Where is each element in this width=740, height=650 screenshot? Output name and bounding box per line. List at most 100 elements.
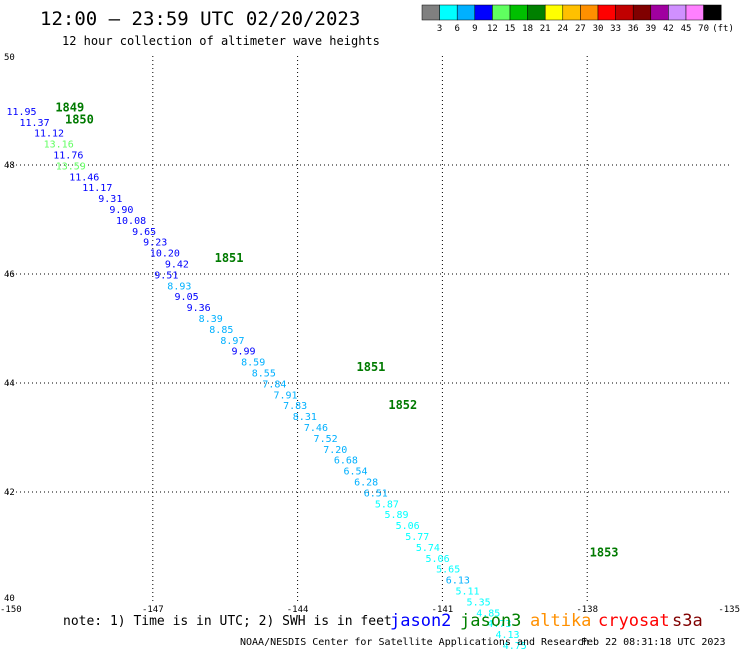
swh-data-point: 6.54 (343, 467, 367, 478)
x-tick-label: -138 (576, 605, 598, 615)
swh-data-point: 4.13 (496, 630, 520, 641)
swh-data-point: 8.39 (199, 314, 223, 325)
swh-data-point: 9.65 (132, 227, 156, 238)
swh-data-point: 9.51 (154, 270, 178, 281)
swh-data-point: 10.20 (150, 249, 180, 260)
y-tick-label: 46 (4, 270, 15, 280)
colorbar-swatch (615, 4, 634, 21)
colorbar-legend: 3 6 9 12 15 18 21 24 27 30 33 36 39 42 45 70 (ft) (421, 4, 734, 34)
swh-data-point: 9.99 (231, 347, 255, 358)
swh-data-point: 5.87 (375, 499, 399, 510)
satellite-legend: jason2 jason3 altika cryosat s3a (390, 611, 703, 631)
swh-data-point: 6.28 (354, 477, 378, 488)
swh-data-point: 4.85 (476, 608, 500, 619)
satellite-legend-cryosat: cryosat (598, 611, 670, 631)
colorbar-swatch (439, 4, 458, 21)
colorbar-swatch (527, 4, 546, 21)
swh-data-point: 9.36 (187, 303, 211, 314)
swh-data-point: 11.95 (6, 107, 36, 118)
colorbar-swatch (474, 4, 493, 21)
colorbar-tick-label: 18 (522, 24, 533, 34)
colorbar-tick-label: 9 (472, 24, 477, 34)
swh-data-point: 7.84 (262, 379, 286, 390)
swh-data-point: 8.93 (167, 281, 191, 292)
swh-data-point: 11.37 (19, 118, 49, 129)
swh-data-point: 6.68 (334, 456, 358, 467)
swh-data-point: 8.31 (293, 412, 317, 423)
colorbar-tick-label: 12 (487, 24, 498, 34)
colorbar-tick-label: 24 (557, 24, 568, 34)
x-tick-label: -150 (0, 605, 22, 615)
colorbar-swatch (562, 4, 581, 21)
swh-data-point: 4.73 (487, 619, 511, 630)
colorbar-tick-label: 21 (540, 24, 551, 34)
swh-data-point: 6.13 (446, 576, 470, 587)
swh-data-point: 7.46 (304, 423, 328, 434)
colorbar-tick-label: 30 (593, 24, 604, 34)
colorbar-unit: (ft) (712, 24, 734, 34)
colorbar-swatch (668, 4, 687, 21)
swh-data-point: 13.16 (44, 140, 74, 151)
x-tick-label: -147 (142, 605, 164, 615)
swh-data-point: 6.51 (364, 488, 388, 499)
swh-data-point: 8.55 (252, 368, 276, 379)
chart-subtitle: 12 hour collection of altimeter wave hei… (62, 34, 380, 48)
y-tick-label: 40 (4, 594, 15, 604)
swh-data-point: 7.91 (273, 390, 297, 401)
y-tick-label: 48 (4, 161, 15, 171)
colorbar-swatch (544, 4, 564, 21)
swh-data-point: 8.85 (209, 325, 233, 336)
swh-data-point: 9.31 (98, 194, 122, 205)
swh-data-point: 8.97 (220, 336, 244, 347)
swh-data-point: 7.20 (323, 445, 347, 456)
satellite-legend-altika: altika (530, 611, 591, 631)
x-tick-label: -144 (287, 605, 309, 615)
colorbar-swatch (421, 4, 440, 21)
satellite-legend-jason3: jason3 (460, 611, 521, 631)
swh-data-point: 5.65 (436, 565, 460, 576)
colorbar-swatch (685, 4, 704, 21)
colorbar-tick-label: 45 (681, 24, 692, 34)
pass-number-label: 1851 (357, 360, 386, 374)
colorbar-swatch (509, 4, 528, 21)
swh-data-point: 13.59 (56, 161, 86, 172)
colorbar-tick-label: 39 (645, 24, 656, 34)
colorbar-tick-label: 42 (663, 24, 674, 34)
swh-data-point: 5.06 (426, 554, 450, 565)
colorbar-swatch (632, 4, 652, 21)
satellite-legend-s3a: s3a (672, 611, 703, 631)
footer-credit: NOAA/NESDIS Center for Satellite Applica… (240, 637, 589, 648)
swh-data-point: 5.35 (467, 597, 491, 608)
swh-data-point: 5.77 (405, 532, 429, 543)
swh-data-point: 4.75 (503, 641, 527, 650)
swh-data-point: 9.42 (165, 259, 189, 270)
pass-number-label: 1850 (65, 113, 94, 127)
colorbar-tick-label: 6 (454, 24, 459, 34)
swh-data-point: 7.52 (314, 434, 338, 445)
footer-note: note: 1) Time is in UTC; 2) SWH is in fe… (63, 614, 392, 629)
swh-data-point: 5.06 (396, 521, 420, 532)
y-tick-label: 50 (4, 53, 15, 63)
swh-data-point: 8.59 (241, 358, 265, 369)
colorbar-swatch (597, 4, 616, 21)
pass-number-label: 1849 (55, 101, 84, 115)
plot-area: -150 -147 -144 -141 -138 -135 40 42 44 46 48 50 11.9… (0, 53, 740, 650)
chart-title: 12:00 – 23:59 UTC 02/20/2023 (40, 8, 360, 30)
pass-number-label: 1851 (215, 251, 244, 265)
swh-data-point: 5.74 (416, 543, 440, 554)
colorbar-swatch (456, 4, 476, 21)
colorbar-tick-label: 70 (698, 24, 709, 34)
colorbar-tick-label: 27 (575, 24, 586, 34)
swh-data-point: 7.83 (283, 401, 307, 412)
swh-data-point: 9.90 (109, 205, 133, 216)
pass-number-label: 1852 (388, 398, 417, 412)
x-tick-label: -135 (718, 605, 740, 615)
swh-data-point: 10.08 (116, 216, 146, 227)
swh-data-point: 5.89 (384, 510, 408, 521)
colorbar-tick-label: 3 (437, 24, 442, 34)
colorbar-tick-label: 33 (610, 24, 621, 34)
y-tick-label: 42 (4, 488, 15, 498)
swh-data-point: 5.11 (455, 586, 479, 597)
swh-data-point: 11.76 (53, 150, 83, 161)
colorbar-tick-label: 36 (628, 24, 639, 34)
